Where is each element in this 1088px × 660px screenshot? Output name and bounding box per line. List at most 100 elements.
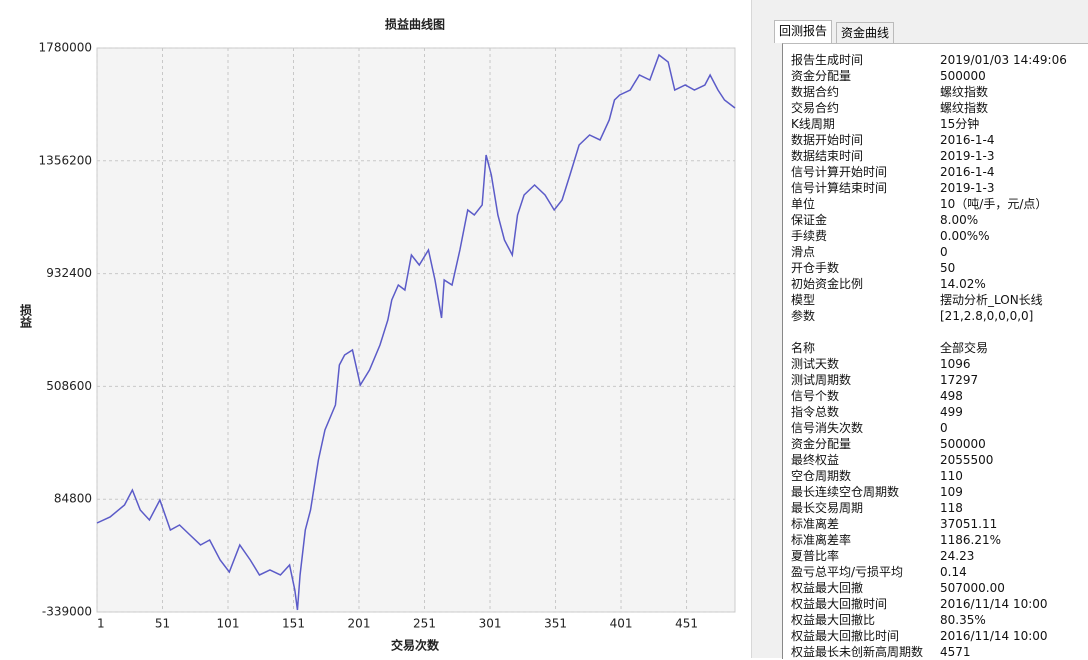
report-key: 测试天数	[791, 357, 840, 371]
report-value: 0.14	[940, 565, 967, 579]
report-table: 报告生成时间 2019/01/03 14:49:06 资金分配量 500000 数据合约…	[782, 43, 1088, 659]
x-tick-label: 251	[413, 617, 436, 631]
report-value: 80.35%	[940, 613, 986, 627]
report-key: 最终权益	[791, 453, 840, 467]
report-key: 标准离差	[791, 517, 840, 531]
report-value: 螺纹指数	[940, 85, 989, 99]
report-value: 499	[940, 405, 963, 419]
x-tick-label: 51	[155, 617, 170, 631]
x-tick-label: 201	[348, 617, 371, 631]
x-tick-label: 101	[217, 617, 240, 631]
report-value: 摆动分析_LON长线	[940, 293, 1043, 307]
report-value: 37051.11	[940, 517, 998, 531]
report-key: 参数	[791, 309, 816, 323]
report-value: 螺纹指数	[940, 101, 989, 115]
report-key: 信号计算结束时间	[791, 181, 888, 195]
report-key: 模型	[791, 293, 816, 307]
y-tick-label: 84800	[54, 492, 92, 506]
report-key: 滑点	[791, 245, 816, 259]
x-tick-label: 1	[97, 617, 105, 631]
report-value: 15分钟	[940, 117, 980, 131]
report-value: 14.02%	[940, 277, 986, 291]
x-tick-label: 401	[610, 617, 633, 631]
y-tick-label: 1780000	[39, 41, 92, 55]
report-value: 0	[940, 421, 948, 435]
chart: 损益曲线图 交易次数 损益 1780000 1356200 932400 508600…	[19, 17, 736, 653]
report-key: 开仓手数	[791, 261, 840, 275]
report-key: 最长交易周期	[791, 501, 864, 515]
x-tick-label: 151	[282, 617, 305, 631]
report-key: 空仓周期数	[791, 469, 852, 483]
report-value: 1186.21%	[940, 533, 1002, 547]
report-value: 4571	[940, 645, 971, 659]
report-key: 权益最大回撤时间	[791, 597, 888, 611]
plot-area	[96, 47, 736, 613]
report-value: 8.00%	[940, 213, 979, 227]
report-value: 全部交易	[940, 341, 989, 355]
report-key: 指令总数	[791, 405, 840, 419]
report-key: 数据合约	[791, 85, 840, 99]
report-value: 2016-1-4	[940, 133, 995, 147]
splitter	[751, 0, 766, 658]
report-value: 109	[940, 485, 963, 499]
report-key: 盈亏总平均/亏损平均	[791, 565, 904, 579]
report-value: 118	[940, 501, 963, 515]
report-value: 498	[940, 389, 963, 403]
report-key: 手续费	[791, 229, 828, 243]
report-key: 权益最大回撤	[791, 581, 864, 595]
report-value: 2019-1-3	[940, 149, 995, 163]
report-value: 0	[940, 245, 948, 259]
report-value: 17297	[940, 373, 979, 387]
report-value: 2019/01/03 14:49:06	[940, 53, 1067, 67]
report-key: 信号个数	[791, 389, 840, 403]
report-value: 2016/11/14 10:00	[940, 629, 1048, 643]
report-value: 0.00%%	[940, 229, 990, 243]
report-key: 初始资金比例	[791, 277, 864, 291]
report-value: 2016-1-4	[940, 165, 995, 179]
y-tick-label: -339000	[42, 605, 92, 619]
report-value: 110	[940, 469, 963, 483]
report-key: 保证金	[791, 213, 828, 227]
report-value: 50	[940, 261, 956, 275]
x-tick-label: 451	[675, 617, 698, 631]
report-key: 交易合约	[791, 101, 840, 115]
tab[interactable]: 回测报告	[774, 20, 833, 43]
report-value: 500000	[940, 437, 986, 451]
report-key: 权益最长未创新高周期数	[791, 645, 924, 659]
y-tick-label: 508600	[46, 379, 92, 393]
report-key: 信号计算开始时间	[791, 165, 888, 179]
x-tick-label: 351	[544, 617, 567, 631]
y-tick-label: 1356200	[39, 153, 92, 167]
report-key: 名称	[791, 341, 816, 355]
x-tick-label: 301	[479, 617, 502, 631]
report-key: K线周期	[791, 117, 835, 131]
chart-title: 损益曲线图	[385, 17, 445, 32]
report-key: 夏普比率	[791, 549, 840, 563]
tab[interactable]: 资金曲线	[836, 22, 895, 43]
report-value: 507000.00	[940, 581, 1005, 595]
report-key: 权益最大回撤比时间	[791, 629, 900, 643]
report-key: 资金分配量	[791, 437, 852, 451]
report-value: 2055500	[940, 453, 994, 467]
equity-line	[96, 53, 736, 611]
y-axis-label: 损益	[19, 303, 33, 329]
report-value: 1096	[940, 357, 971, 371]
report-key: 报告生成时间	[791, 53, 864, 67]
report-key: 单位	[791, 197, 816, 211]
report-key: 数据开始时间	[791, 133, 864, 147]
report-value: [21,2.8,0,0,0,0]	[940, 309, 1034, 323]
x-axis-label: 交易次数	[391, 638, 440, 653]
report-key: 数据结束时间	[791, 149, 864, 163]
report-key: 最长连续空仓周期数	[791, 485, 900, 499]
report-value: 10（吨/手，元/点）	[940, 197, 1048, 211]
report-value: 2016/11/14 10:00	[940, 597, 1048, 611]
report-key: 信号消失次数	[791, 421, 864, 435]
report-value: 24.23	[940, 549, 975, 563]
report-key: 测试周期数	[791, 373, 852, 387]
report-key: 标准离差率	[791, 533, 852, 547]
y-tick-label: 932400	[46, 266, 92, 280]
report-key: 权益最大回撤比	[791, 613, 876, 627]
report-value: 500000	[940, 69, 986, 83]
report-key: 资金分配量	[791, 69, 852, 83]
